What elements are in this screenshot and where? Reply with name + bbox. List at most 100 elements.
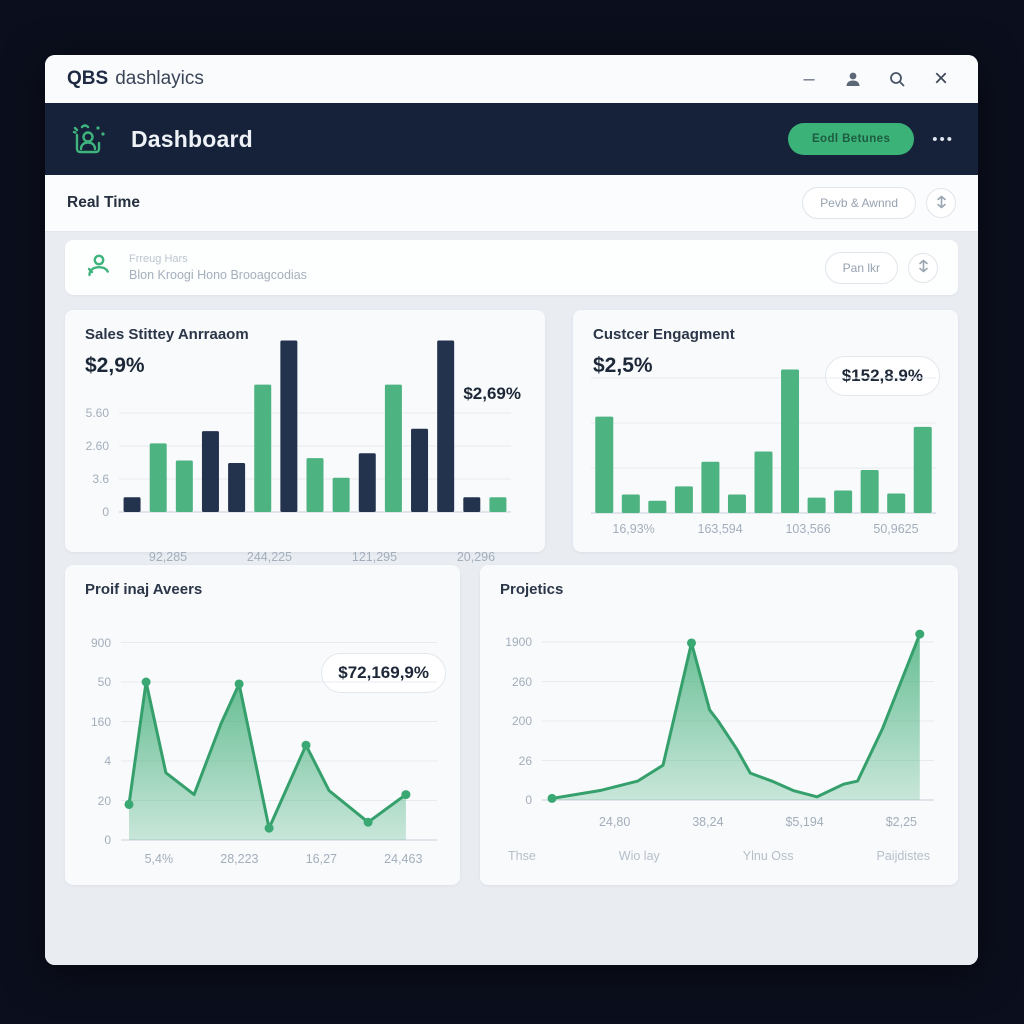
info-text: Frreug Hars Blon Kroogi Hono Brooagcodia…: [129, 253, 307, 282]
chart-plot: [591, 369, 936, 514]
dashboard-icon: [69, 119, 109, 159]
card-title: Proif inaj Aveers: [85, 581, 203, 598]
card-title: Sales Stittey Anrraaom: [85, 326, 249, 343]
section-title: Real Time: [67, 194, 140, 211]
window-title-brand: QBS: [67, 68, 109, 89]
engagement-chart-card: Custcer Engagment $2,5% $152,8.9% 16,93%…: [573, 310, 958, 552]
x-axis: 16,93% 163,594 103,566 50,9625: [591, 522, 940, 536]
y-axis-label: 160: [90, 714, 111, 729]
projections-chart-card: Projetics 1900 260 200 26 0 24,80 38,24 $5,194…: [480, 565, 958, 885]
page-title: Dashboard: [131, 125, 253, 152]
x-axis-label: 24,80: [598, 815, 631, 829]
sales-chart-card: Sales Stittey Anrraaom $2,9% $2,69% 5.60…: [65, 310, 545, 564]
minimize-button[interactable]: –: [794, 64, 824, 94]
window-controls: – ×: [794, 64, 956, 94]
x-axis-label: 163,594: [697, 522, 743, 536]
x-axis-label: 103,566: [785, 522, 831, 536]
x-axis-label: 16,93%: [612, 522, 655, 536]
sort-icon: [918, 259, 929, 276]
app-header: Dashboard Eodl Betunes •••: [45, 103, 978, 175]
x-axis-label: $5,194: [785, 815, 824, 829]
x-axis-label: $2,25: [885, 815, 917, 829]
x-axis-label: 20,296: [456, 550, 496, 564]
metric-value: $2,9%: [85, 354, 145, 377]
sort-button[interactable]: [926, 188, 956, 218]
metric-badge: $72,169,9%: [321, 653, 446, 693]
card-title: Projetics: [500, 581, 564, 598]
user-icon: [85, 252, 111, 283]
info-line-1: Frreug Hars: [129, 253, 188, 265]
chart-plot: [121, 642, 437, 841]
title-bar: QBS dashlayics – ×: [45, 55, 978, 103]
info-bar: Frreug Hars Blon Kroogi Hono Brooagcodia…: [65, 240, 958, 295]
y-axis-label: 2.60: [85, 439, 109, 453]
y-axis: 5.60 2.60 3.6 0: [81, 338, 115, 519]
ellipsis-icon: •••: [932, 130, 954, 148]
y-axis-label: 50: [97, 675, 111, 689]
subheader-actions: Pevb & Awnnd: [802, 187, 956, 219]
x-axis-label: 92,285: [148, 550, 188, 564]
y-axis: 900 50 160 4 20 0: [81, 634, 117, 848]
y-axis-label: 0: [102, 505, 109, 519]
x-axis: 24,80 38,24 $5,194 $2,25: [542, 815, 948, 829]
y-axis-label: 0: [525, 793, 532, 807]
y-axis: 1900 260 200 26 0: [494, 630, 538, 808]
window-title-text: dashlayics: [115, 68, 204, 89]
pan-button[interactable]: Pan lkr: [824, 251, 898, 284]
x-axis: 5,4% 28,223 16,27 24,463: [121, 852, 446, 866]
sales-bar-chart: 5.60 2.60 3.6 0: [81, 338, 513, 519]
infobar-sort-button[interactable]: [908, 252, 938, 283]
account-button[interactable]: [838, 64, 868, 94]
close-icon: ×: [933, 65, 948, 92]
x-axis-label: 121,295: [351, 550, 398, 564]
chart-plot: [542, 629, 934, 803]
metric-badge: $152,8.9%: [824, 356, 940, 396]
avatar-icon: [844, 70, 862, 88]
category-label: Wio lay: [618, 849, 660, 863]
info-line-2: Blon Kroogi Hono Brooagcodias: [129, 268, 307, 282]
minimize-icon: –: [803, 68, 815, 90]
sub-header: Real Time Pevb & Awnnd: [45, 175, 978, 232]
primary-action-button[interactable]: Eodl Betunes: [787, 123, 915, 155]
profit-area-chart: 900 50 160 4 20 0: [81, 634, 439, 848]
x-axis-label: 24,463: [384, 852, 423, 866]
x-axis-label: 38,24: [692, 815, 724, 829]
dashboard-body: Frreug Hars Blon Kroogi Hono Brooagcodia…: [45, 232, 978, 965]
metric-badge: $2,69%: [463, 384, 521, 403]
overflow-menu-button[interactable]: •••: [932, 131, 954, 148]
projections-area-chart: 1900 260 200 26 0: [494, 629, 936, 808]
y-axis-label: 1900: [505, 635, 532, 649]
close-button[interactable]: ×: [926, 64, 956, 94]
x-axis-label: 16,27: [305, 852, 337, 866]
metric-value: $2,5%: [593, 354, 653, 377]
y-axis-label: 0: [104, 833, 111, 847]
sort-icon: [936, 195, 947, 212]
search-button[interactable]: [882, 64, 912, 94]
profit-chart-card: Proif inaj Aveers $72,169,9% 900 50 160 4 20…: [65, 565, 460, 885]
chart-plot: [119, 340, 511, 513]
card-title: Custcer Engagment: [593, 326, 735, 343]
filter-button[interactable]: Pevb & Awnnd: [802, 187, 916, 219]
category-label: Paijdistes: [876, 849, 931, 863]
category-label: Ylnu Oss: [742, 849, 794, 863]
infobar-actions: Pan lkr: [824, 251, 938, 284]
x-axis-label: 28,223: [220, 852, 259, 866]
search-icon: [888, 70, 906, 88]
category-label: Thse: [508, 849, 536, 863]
x-axis-label: 50,9625: [873, 522, 919, 536]
x-axis-categories: Thse Wio lay Ylnu Oss Paijdistes: [508, 849, 930, 863]
y-axis-label: 5.60: [85, 406, 109, 420]
engagement-bar-chart: [591, 364, 936, 516]
y-axis-label: 900: [90, 635, 111, 650]
header-actions: Eodl Betunes •••: [787, 123, 954, 155]
y-axis-label: 26: [518, 753, 532, 768]
window-title: QBS dashlayics: [67, 68, 204, 90]
y-axis-label: 3.6: [92, 472, 109, 486]
x-axis-label: 244,225: [246, 550, 293, 564]
y-axis-label: 260: [511, 674, 532, 689]
y-axis-label: 4: [104, 754, 111, 768]
app-window: QBS dashlayics – ×: [45, 55, 978, 965]
x-axis: 92,285 244,225 121,295 20,296: [119, 550, 525, 564]
y-axis-label: 20: [97, 793, 111, 808]
x-axis-label: 5,4%: [144, 852, 174, 866]
